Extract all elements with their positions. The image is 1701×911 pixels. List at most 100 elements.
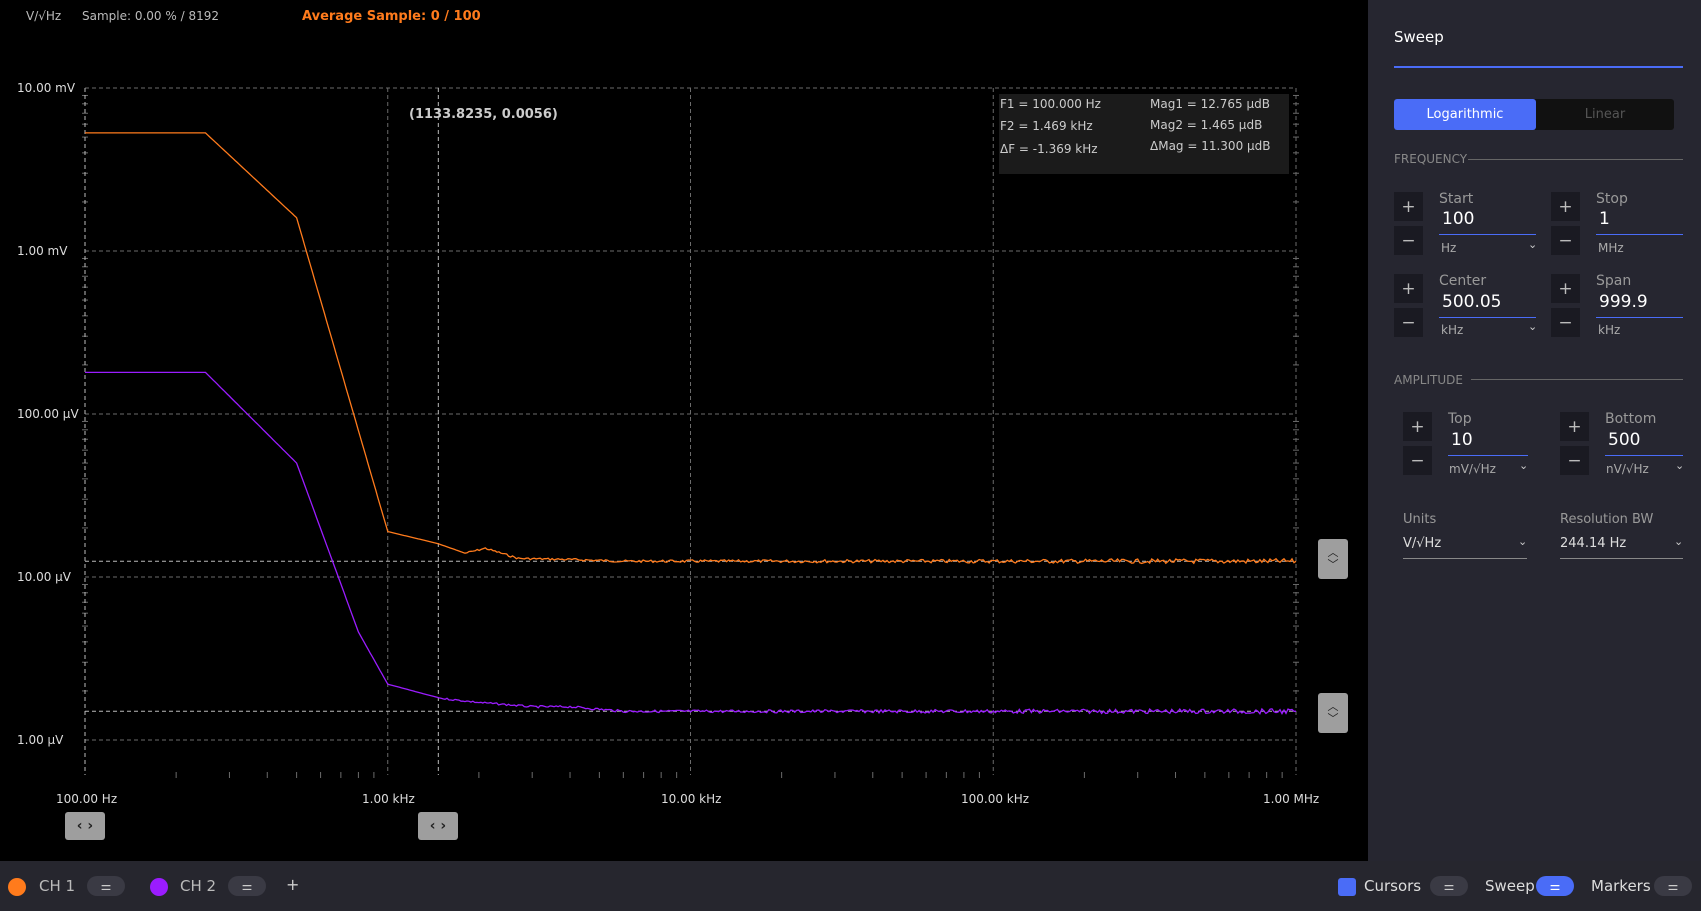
top-label: Top — [1448, 411, 1472, 427]
start-field[interactable]: 100 — [1439, 209, 1536, 235]
ch1-label[interactable]: CH 1 — [39, 877, 76, 895]
chevron-down-icon[interactable]: ⌄ — [1519, 459, 1529, 472]
top-increment-button[interactable]: + — [1403, 412, 1432, 441]
bottom-field[interactable]: 500 — [1605, 430, 1683, 456]
marker-readout-box: F1 = 100.000 Hz F2 = 1.469 kHz ΔF = -1.3… — [999, 94, 1289, 174]
y-tick-label: 10.00 μV — [17, 570, 72, 584]
resolution-bw-select[interactable]: 244.14 Hz — [1560, 536, 1627, 551]
top-field[interactable]: 10 — [1448, 430, 1528, 456]
start-unit-select[interactable]: Hz — [1441, 241, 1457, 255]
x-tick-label: 100.00 Hz — [56, 792, 118, 806]
marker-delta-f: ΔF = -1.369 kHz — [1000, 142, 1098, 156]
chevron-up-icon: ︿ — [1327, 546, 1339, 559]
add-channel-button[interactable]: + — [286, 875, 300, 894]
spectrum-plot[interactable] — [0, 0, 1368, 861]
sliders-icon: ⚌ — [1667, 879, 1679, 893]
ch1-trace — [85, 132, 1297, 565]
y-tick-label: 1.00 mV — [17, 244, 68, 258]
x-tick-label: 1.00 kHz — [362, 792, 415, 806]
span-unit-label: kHz — [1598, 323, 1621, 337]
ch2-settings-button[interactable]: ⚌ — [228, 876, 266, 896]
stop-label: Stop — [1596, 191, 1628, 207]
chevron-down-icon: ﹀ — [1327, 712, 1339, 725]
top-unit-select[interactable]: mV/√Hz — [1449, 462, 1496, 476]
ch1-settings-button[interactable]: ⚌ — [87, 876, 125, 896]
hcursor1-drag-handle[interactable]: ︿ ﹀ — [1318, 539, 1348, 579]
start-label: Start — [1439, 191, 1474, 207]
cursors-label[interactable]: Cursors — [1364, 877, 1422, 895]
center-increment-button[interactable]: + — [1394, 274, 1423, 303]
hcursor2-drag-handle[interactable]: ︿ ﹀ — [1318, 693, 1348, 733]
marker-f1: F1 = 100.000 Hz — [1000, 97, 1101, 111]
sliders-icon: ⚌ — [100, 879, 112, 893]
sweep-settings-button[interactable]: ⚌ — [1536, 876, 1574, 896]
section-divider — [1471, 379, 1683, 380]
chevron-down-icon[interactable]: ⌄ — [1674, 535, 1684, 548]
units-underline — [1403, 558, 1527, 559]
units-select[interactable]: V/√Hz — [1403, 536, 1442, 551]
stop-decrement-button[interactable]: − — [1551, 226, 1580, 255]
scale-toggle: Logarithmic Linear — [1394, 99, 1674, 130]
resolution-bw-underline — [1560, 558, 1683, 559]
bottom-decrement-button[interactable]: − — [1560, 446, 1589, 475]
plot-area[interactable]: V/√Hz Sample: 0.00 % / 8192 Average Samp… — [0, 0, 1368, 861]
x-tick-label: 100.00 kHz — [961, 792, 1030, 806]
bottom-increment-button[interactable]: + — [1560, 412, 1589, 441]
center-field[interactable]: 500.05 — [1439, 292, 1536, 318]
start-decrement-button[interactable]: − — [1394, 226, 1423, 255]
frequency-section-label: FREQUENCY — [1394, 152, 1468, 166]
bottom-toolbar: CH 1 ⚌ CH 2 ⚌ + Cursors ⚌ Sweep ⚌ Marker… — [0, 861, 1701, 911]
span-increment-button[interactable]: + — [1551, 274, 1580, 303]
average-sample-status: Average Sample: 0 / 100 — [302, 9, 481, 24]
cursor2-drag-handle[interactable]: ‹ › — [418, 812, 458, 840]
sample-status: Sample: 0.00 % / 8192 — [82, 9, 219, 23]
markers-settings-button[interactable]: ⚌ — [1654, 876, 1692, 896]
span-decrement-button[interactable]: − — [1551, 308, 1580, 337]
chevron-down-icon[interactable]: ⌄ — [1675, 459, 1685, 472]
marker-f2: F2 = 1.469 kHz — [1000, 119, 1093, 133]
panel-title-underline — [1394, 66, 1683, 68]
x-tick-label: 10.00 kHz — [661, 792, 722, 806]
center-label: Center — [1439, 273, 1487, 289]
logarithmic-button[interactable]: Logarithmic — [1394, 99, 1536, 130]
ch2-color-dot[interactable] — [150, 878, 168, 896]
amplitude-section-label: AMPLITUDE — [1394, 373, 1463, 387]
y-tick-label: 10.00 mV — [17, 81, 76, 95]
stop-field[interactable]: 1 — [1596, 209, 1683, 235]
marker-delta-mag: ΔMag = 11.300 μdB — [1150, 139, 1271, 153]
ch1-color-dot[interactable] — [8, 878, 26, 896]
sweep-label[interactable]: Sweep — [1485, 877, 1535, 895]
chevron-down-icon[interactable]: ⌄ — [1528, 238, 1538, 251]
section-divider — [1468, 159, 1683, 160]
units-label: Units — [1403, 512, 1437, 527]
y-tick-label: 1.00 μV — [17, 733, 64, 747]
chevron-down-icon[interactable]: ⌄ — [1518, 535, 1528, 548]
cursors-settings-button[interactable]: ⚌ — [1430, 876, 1468, 896]
linear-button[interactable]: Linear — [1584, 107, 1626, 122]
sliders-icon: ⚌ — [241, 879, 253, 893]
start-increment-button[interactable]: + — [1394, 192, 1423, 221]
center-decrement-button[interactable]: − — [1394, 308, 1423, 337]
markers-label[interactable]: Markers — [1591, 877, 1651, 895]
y-tick-label: 100.00 μV — [17, 407, 79, 421]
span-label: Span — [1596, 273, 1632, 289]
resolution-bw-label: Resolution BW — [1560, 512, 1654, 527]
chevron-down-icon[interactable]: ⌄ — [1528, 320, 1538, 333]
chevron-up-icon: ︿ — [1327, 700, 1339, 713]
chevron-down-icon: ﹀ — [1327, 558, 1339, 571]
panel-title: Sweep — [1394, 28, 1444, 46]
span-field[interactable]: 999.9 — [1596, 292, 1683, 318]
ch2-label[interactable]: CH 2 — [180, 877, 217, 895]
stop-unit-select[interactable]: MHz — [1598, 241, 1624, 255]
cursors-toggle[interactable] — [1338, 878, 1356, 896]
cursor1-drag-handle[interactable]: ‹ › — [65, 812, 105, 840]
units-label: V/√Hz — [26, 9, 62, 23]
cursor-readout: (1133.8235, 0.0056) — [409, 107, 558, 122]
center-unit-select[interactable]: kHz — [1441, 323, 1464, 337]
bottom-unit-select[interactable]: nV/√Hz — [1606, 462, 1649, 476]
ch2-trace — [85, 371, 1296, 715]
top-decrement-button[interactable]: − — [1403, 446, 1432, 475]
marker-mag2: Mag2 = 1.465 μdB — [1150, 118, 1263, 132]
stop-increment-button[interactable]: + — [1551, 192, 1580, 221]
sweep-settings-panel: Sweep Logarithmic Linear FREQUENCY + − S… — [1368, 0, 1701, 861]
